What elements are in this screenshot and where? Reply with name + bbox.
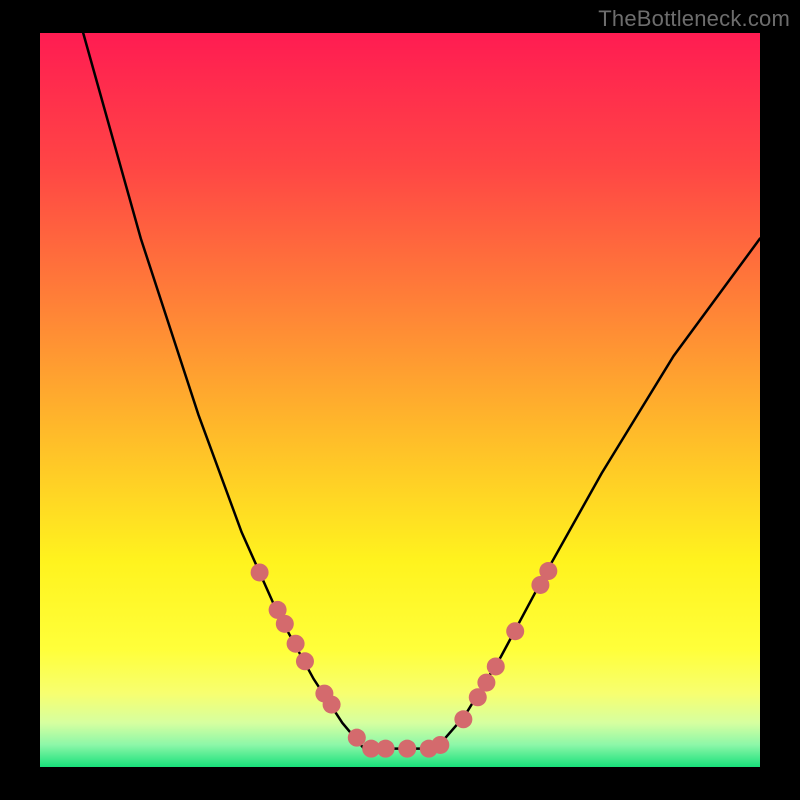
curve-marker	[296, 652, 314, 670]
curve-marker	[431, 736, 449, 754]
curve-marker	[377, 740, 395, 758]
curve-marker	[487, 657, 505, 675]
watermark-text: TheBottleneck.com	[598, 6, 790, 32]
curve-marker	[251, 563, 269, 581]
curve-marker	[506, 622, 524, 640]
chart-stage: TheBottleneck.com	[0, 0, 800, 800]
curve-marker	[454, 710, 472, 728]
curve-marker	[398, 740, 416, 758]
plot-gradient-area	[40, 33, 760, 767]
curve-marker	[276, 615, 294, 633]
curve-marker	[539, 562, 557, 580]
curve-marker	[348, 729, 366, 747]
curve-marker	[477, 674, 495, 692]
bottleneck-chart-svg	[0, 0, 800, 800]
curve-marker	[323, 696, 341, 714]
curve-marker	[287, 635, 305, 653]
